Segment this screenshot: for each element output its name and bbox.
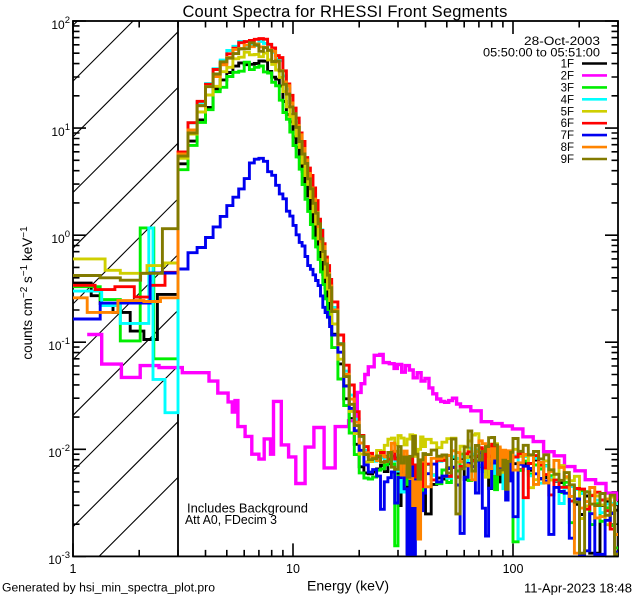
svg-text:Count Spectra for RHESSI Front: Count Spectra for RHESSI Front Segments bbox=[182, 3, 507, 21]
svg-text:4F: 4F bbox=[561, 94, 574, 106]
svg-text:100: 100 bbox=[503, 562, 524, 576]
svg-text:11-Apr-2023 18:48: 11-Apr-2023 18:48 bbox=[524, 582, 632, 596]
svg-text:Includes Background: Includes Background bbox=[187, 502, 308, 516]
svg-text:Generated by hsi_min_spectra_p: Generated by hsi_min_spectra_plot.pro bbox=[2, 583, 215, 595]
svg-text:6F: 6F bbox=[561, 118, 574, 130]
svg-text:7F: 7F bbox=[561, 130, 574, 142]
svg-text:10: 10 bbox=[286, 562, 300, 576]
svg-text:1: 1 bbox=[70, 562, 77, 576]
svg-text:9F: 9F bbox=[561, 154, 574, 166]
svg-text:3F: 3F bbox=[561, 82, 574, 94]
svg-text:2F: 2F bbox=[561, 70, 574, 82]
svg-text:Energy (keV): Energy (keV) bbox=[307, 579, 389, 594]
svg-text:28-Oct-2003: 28-Oct-2003 bbox=[524, 36, 600, 48]
svg-text:05:50:00 to 05:51:00: 05:50:00 to 05:51:00 bbox=[483, 47, 600, 59]
svg-text:8F: 8F bbox=[561, 142, 574, 154]
svg-text:Att A0, FDecim 3: Att A0, FDecim 3 bbox=[185, 513, 277, 527]
svg-text:5F: 5F bbox=[561, 106, 574, 118]
svg-text:counts cm−2 s−1 keV−1: counts cm−2 s−1 keV−1 bbox=[19, 226, 35, 360]
svg-text:1F: 1F bbox=[561, 59, 574, 71]
